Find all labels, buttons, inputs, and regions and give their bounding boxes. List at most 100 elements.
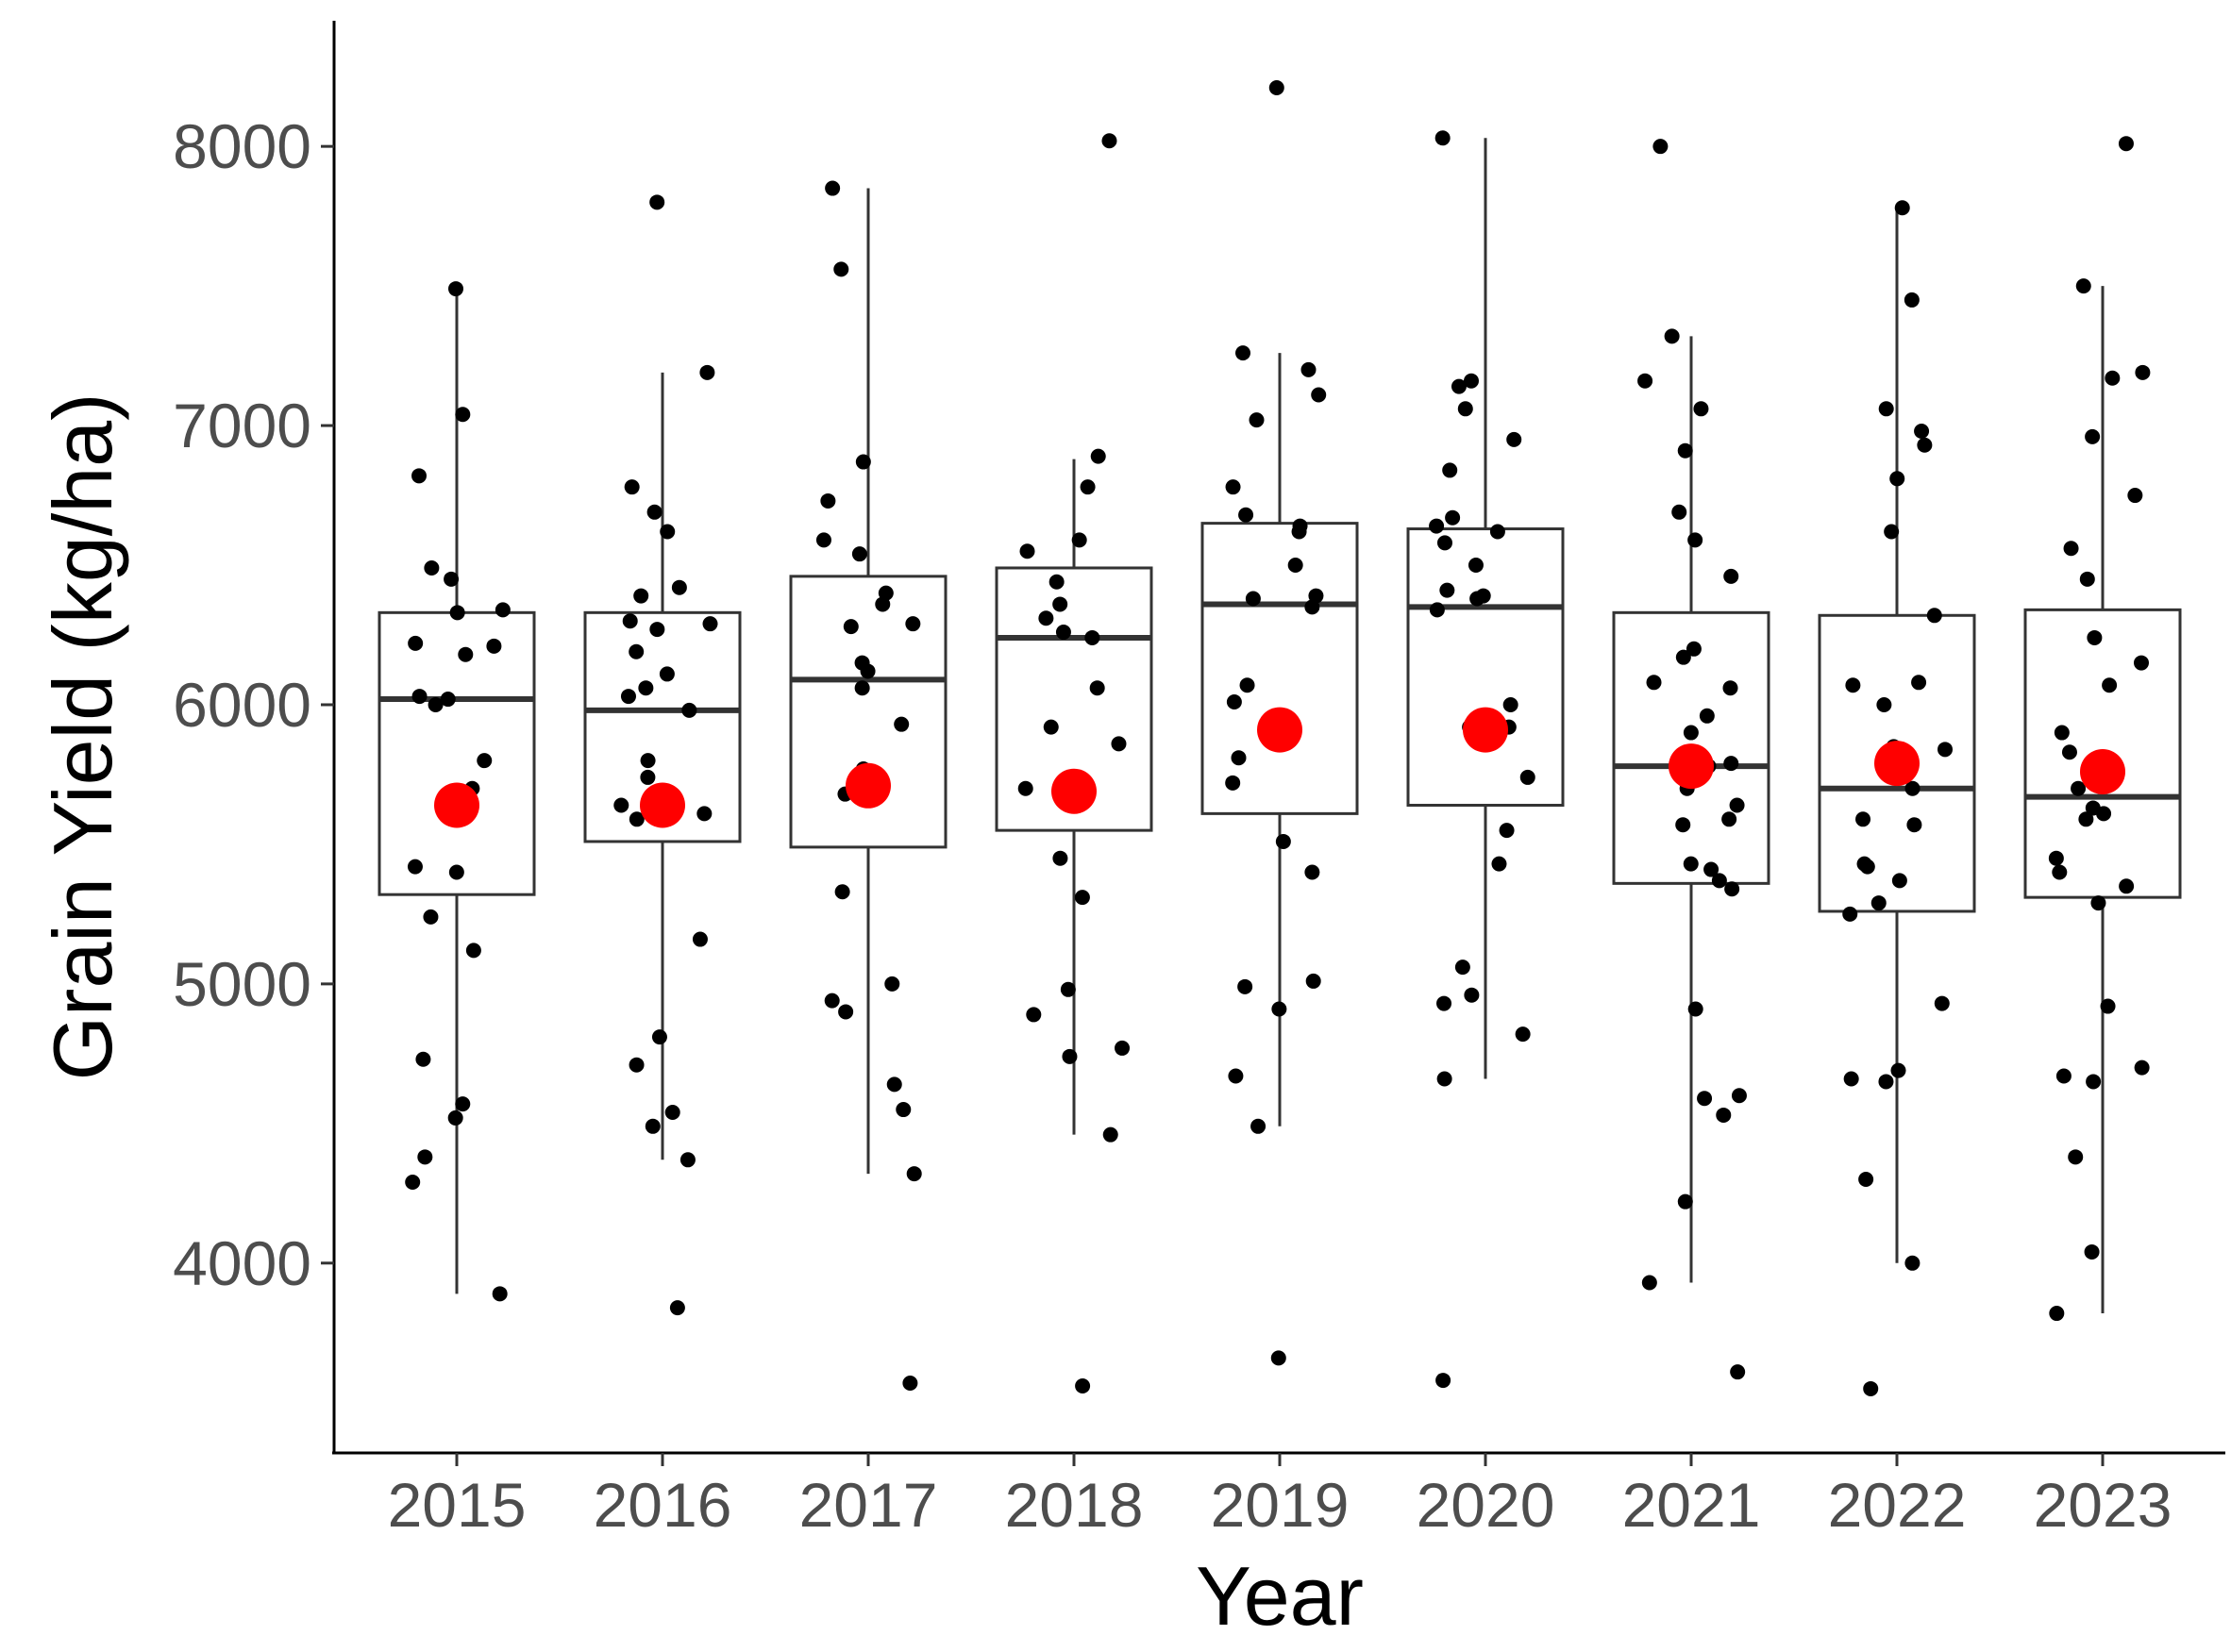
data-point xyxy=(660,524,676,540)
data-point xyxy=(692,931,708,947)
data-point xyxy=(455,407,471,423)
mean-marker-2021 xyxy=(1669,743,1714,790)
data-point xyxy=(894,716,910,732)
data-point xyxy=(1677,1193,1693,1210)
data-point xyxy=(1716,1107,1732,1123)
data-point xyxy=(2102,677,2118,693)
mean-marker-2020 xyxy=(1463,707,1508,753)
data-point xyxy=(411,689,428,705)
data-point xyxy=(2118,136,2134,152)
data-point xyxy=(2087,629,2103,645)
data-point xyxy=(649,622,665,638)
data-point xyxy=(1062,1048,1078,1064)
y-axis-title: Grain Yield (kg/ha) xyxy=(36,393,129,1081)
data-point xyxy=(1926,608,1942,624)
data-point xyxy=(896,1102,912,1118)
data-point xyxy=(1245,591,1261,607)
data-point xyxy=(1863,1380,1879,1396)
points-2023 xyxy=(2048,136,2151,1322)
data-point xyxy=(613,797,629,813)
data-point xyxy=(1038,610,1054,626)
data-point xyxy=(1677,442,1693,459)
data-point xyxy=(495,602,511,618)
data-point xyxy=(1693,401,1709,417)
data-point xyxy=(2054,725,2070,741)
box-2023 xyxy=(2023,286,2182,1314)
data-point xyxy=(2090,895,2106,911)
data-point xyxy=(649,194,665,210)
data-point xyxy=(906,1166,922,1182)
y-tick-label: 6000 xyxy=(173,670,311,740)
data-point xyxy=(1464,987,1480,1003)
data-point xyxy=(1084,629,1100,645)
data-point xyxy=(1884,524,1900,540)
data-point xyxy=(1454,959,1470,976)
iqr-box xyxy=(377,610,536,896)
data-point xyxy=(1237,978,1253,994)
data-point xyxy=(423,909,439,925)
data-point xyxy=(1870,895,1887,911)
data-point xyxy=(2071,780,2087,796)
data-point xyxy=(1914,423,1930,439)
data-point xyxy=(1228,1068,1244,1084)
data-point xyxy=(1060,981,1076,997)
data-point xyxy=(477,753,493,769)
data-point xyxy=(1502,696,1518,712)
data-point xyxy=(1489,524,1505,540)
box-2020 xyxy=(1406,138,1565,1079)
points-2018 xyxy=(1017,133,1131,1393)
data-point xyxy=(411,468,428,484)
data-point xyxy=(1730,1364,1746,1380)
data-point xyxy=(1845,677,1861,693)
mean-marker-2016 xyxy=(640,782,685,828)
data-point xyxy=(1671,504,1687,520)
data-point xyxy=(2133,655,2149,671)
data-point xyxy=(1231,750,1247,766)
data-point xyxy=(638,680,654,696)
data-point xyxy=(1687,532,1703,548)
points-2022 xyxy=(1842,200,1954,1396)
data-point xyxy=(1842,906,1858,922)
data-point xyxy=(905,616,921,632)
data-point xyxy=(1463,373,1479,389)
data-point xyxy=(1451,378,1467,394)
data-point xyxy=(1287,558,1303,574)
data-point xyxy=(1683,725,1699,741)
data-point xyxy=(1304,864,1320,880)
data-point xyxy=(405,1174,421,1190)
data-point xyxy=(1664,328,1680,344)
data-point xyxy=(645,1118,661,1134)
points-2016 xyxy=(613,194,718,1316)
data-point xyxy=(2079,571,2095,587)
data-point xyxy=(1439,582,1455,598)
data-point xyxy=(1052,850,1068,866)
data-point xyxy=(1637,373,1653,389)
x-tick-label-2022: 2022 xyxy=(1828,1470,1967,1540)
data-point xyxy=(838,1004,854,1020)
data-point xyxy=(1937,742,1954,758)
data-point xyxy=(492,1286,508,1302)
data-point xyxy=(902,1376,918,1392)
data-point xyxy=(1111,736,1127,752)
data-point xyxy=(1499,823,1515,839)
data-point xyxy=(833,261,849,277)
data-point xyxy=(1048,574,1065,590)
data-point xyxy=(2052,864,2068,880)
data-point xyxy=(407,859,423,875)
data-point xyxy=(886,1076,902,1093)
data-point xyxy=(1911,675,1927,691)
x-axis-title: Year xyxy=(1196,1549,1364,1643)
box-2022 xyxy=(1818,208,1976,1263)
data-point xyxy=(1917,437,1933,453)
data-point xyxy=(1442,462,1458,478)
data-point xyxy=(1722,680,1738,696)
data-point xyxy=(1858,1172,1874,1188)
data-point xyxy=(1855,811,1871,827)
data-point xyxy=(1436,1071,1452,1087)
data-point xyxy=(1436,535,1452,551)
data-point xyxy=(843,619,859,635)
data-point xyxy=(2134,1060,2150,1076)
data-point xyxy=(1291,524,1307,540)
data-point xyxy=(1074,890,1090,906)
data-point xyxy=(2105,370,2121,386)
